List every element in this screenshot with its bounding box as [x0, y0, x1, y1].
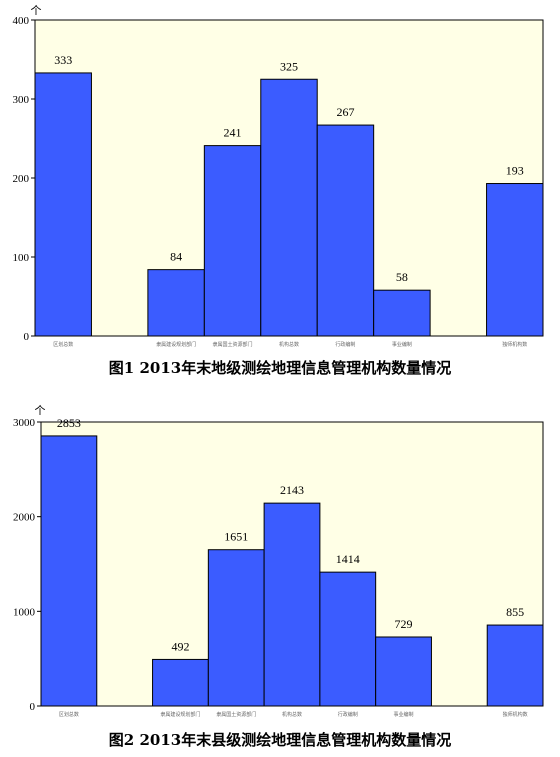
data-label: 1651 [224, 530, 248, 544]
data-label: 241 [224, 126, 242, 140]
bar [375, 636, 432, 707]
chart-2-plot: 个 0 1000 2000 3000 2853 区划总数 492 隶属建设规划部门 1651 隶属国… [13, 404, 544, 718]
bar [207, 549, 265, 707]
bar [319, 571, 377, 707]
bar [373, 289, 431, 337]
x-tick-label: 事业编制 [394, 711, 414, 718]
bar [316, 124, 375, 337]
data-label: 492 [171, 639, 189, 653]
data-label: 729 [395, 617, 413, 631]
data-label: 58 [396, 270, 408, 284]
data-label: 333 [54, 53, 72, 67]
data-label: 1414 [336, 552, 360, 566]
data-label: 267 [336, 105, 354, 119]
x-tick-label: 独师机构数 [502, 341, 527, 348]
x-tick-label: 独师机构数 [503, 711, 528, 718]
bar [34, 72, 92, 337]
y-tick-label: 3000 [13, 417, 36, 429]
x-tick-label: 行政编制 [338, 711, 358, 718]
y-tick-label: 400 [13, 15, 30, 27]
data-label: 855 [506, 605, 524, 619]
x-tick-label: 区划总数 [59, 711, 79, 718]
chart-2-caption: 图2 2013年末县级测绘地理信息管理机构数量情况 [108, 731, 452, 749]
chart-1-plot: 个 0 100 200 300 400 333 区划总数 84 隶属建设规划部门 241 隶属国土资源… [13, 4, 544, 348]
bar [486, 624, 544, 707]
y-tick-label: 1000 [13, 606, 36, 618]
bar [260, 78, 318, 337]
bar [152, 658, 209, 707]
data-label: 193 [506, 164, 524, 178]
bar [203, 145, 262, 337]
y-tick-label: 0 [30, 701, 36, 713]
x-tick-label: 机构总数 [279, 341, 299, 348]
bar [40, 435, 98, 707]
x-tick-label: 隶属国土资源部门 [213, 341, 253, 348]
y-tick-label: 200 [13, 173, 30, 185]
chart-1: 个 0 100 200 300 400 333 区划总数 84 隶属建设规划部门 241 隶属国土资源… [13, 4, 544, 377]
y-tick-label: 0 [24, 331, 30, 343]
y-tick-label: 100 [13, 252, 30, 264]
x-tick-label: 隶属建设规划部门 [156, 341, 196, 348]
data-label: 2143 [280, 483, 304, 497]
data-label: 2853 [57, 416, 81, 430]
bar [486, 183, 544, 337]
x-tick-label: 事业编制 [392, 341, 412, 348]
x-tick-label: 隶属建设规划部门 [160, 711, 200, 718]
y-tick-label: 2000 [13, 512, 36, 524]
data-label: 325 [280, 59, 298, 73]
x-tick-label: 隶属国土资源部门 [216, 711, 256, 718]
chart-1-caption: 图1 2013年末地级测绘地理信息管理机构数量情况 [108, 359, 452, 377]
y-unit-label: 个 [35, 404, 46, 417]
data-label: 84 [170, 250, 182, 264]
x-tick-label: 区划总数 [53, 341, 73, 348]
x-tick-label: 机构总数 [282, 711, 302, 718]
bar [263, 502, 321, 707]
chart-2: 个 0 1000 2000 3000 2853 区划总数 492 隶属建设规划部门 1651 隶属国… [0, 392, 560, 757]
y-tick-label: 300 [13, 94, 30, 106]
bar [147, 269, 205, 337]
y-unit-label: 个 [31, 4, 42, 17]
x-tick-label: 行政编制 [335, 341, 355, 348]
